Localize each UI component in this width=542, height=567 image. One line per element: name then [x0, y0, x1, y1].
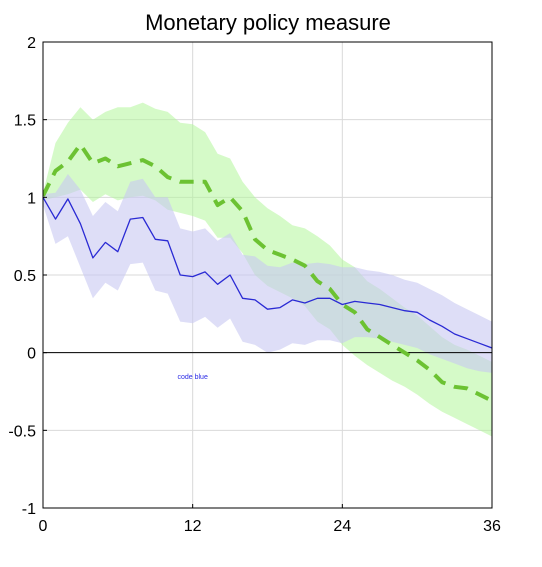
y-tick-label-1_5: 1.5 — [14, 113, 36, 130]
x-tick-label-12: 12 — [184, 518, 202, 535]
x-tick-label-0: 0 — [39, 518, 48, 535]
confidence-band-blue — [43, 174, 492, 373]
y-tick-label-m0_5: -0.5 — [8, 423, 36, 440]
chart-title: Monetary policy measure — [145, 10, 391, 35]
annotation-label: code blue — [177, 374, 207, 381]
series-group — [43, 102, 492, 437]
y-tick-label-0_5: 0.5 — [14, 268, 36, 285]
y-tick-label-0: 0 — [27, 346, 36, 363]
series-line-green — [43, 142, 492, 403]
y-tick-label-2: 2 — [27, 35, 36, 52]
y-tick-label-m1: -1 — [22, 501, 36, 518]
plot-area: 0 12 24 36 -1 -0.5 0 0.5 1 1.5 2 code blue — [8, 35, 501, 535]
y-tick-label-1: 1 — [27, 190, 36, 207]
series-line-blue — [43, 196, 492, 349]
x-tick-label-24: 24 — [333, 518, 351, 535]
x-tick-label-36: 36 — [483, 518, 501, 535]
